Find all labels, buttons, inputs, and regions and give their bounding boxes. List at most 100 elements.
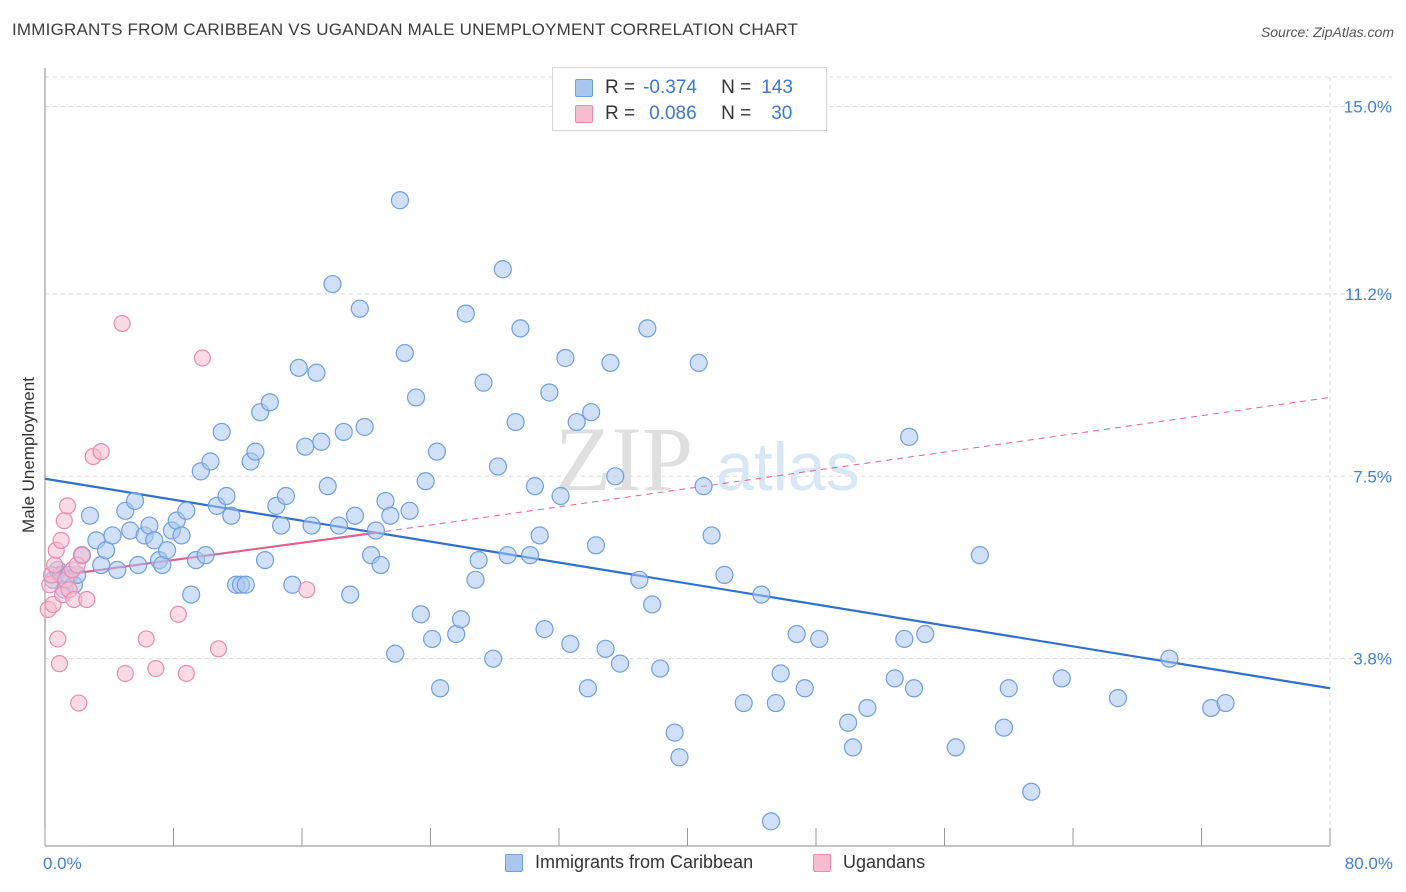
caribbean-point: [702, 526, 721, 545]
caribbean-point: [946, 738, 965, 757]
legend-n-label: N =: [721, 77, 752, 98]
caribbean-point: [665, 723, 684, 742]
legend-r-value: -0.374: [643, 77, 697, 98]
caribbean-point: [217, 486, 236, 506]
caribbean-point: [506, 412, 525, 432]
legend-row-caribbean: R = -0.374 N = 143: [575, 76, 793, 100]
caribbean-point: [400, 501, 419, 520]
bottom-legend-swatch-pink: [813, 853, 831, 872]
legend-r-value: 0.086: [649, 103, 697, 124]
caribbean-point: [795, 679, 814, 698]
caribbean-point: [900, 427, 919, 446]
caribbean-point: [694, 477, 713, 496]
caribbean-point: [341, 585, 360, 604]
ugandan-point: [70, 694, 88, 712]
caribbean-point: [236, 575, 255, 594]
ugandan-point: [193, 349, 212, 367]
watermark: ZIP atlas: [555, 408, 860, 510]
caribbean-point: [858, 698, 877, 718]
caribbean-point: [307, 363, 326, 382]
series-caribbean: [43, 191, 1235, 831]
ugandan-point: [92, 443, 110, 461]
bottom-legend-swatch-blue: [505, 853, 523, 872]
caribbean-point: [970, 546, 989, 565]
points-layer: [39, 191, 1235, 831]
caribbean-point: [630, 570, 649, 589]
caribbean-point: [839, 713, 858, 732]
caribbean-point: [561, 634, 580, 653]
caribbean-point: [469, 550, 488, 570]
caribbean-point: [916, 624, 935, 644]
caribbean-point: [296, 437, 315, 456]
caribbean-point: [586, 536, 606, 555]
caribbean-point: [260, 393, 279, 412]
caribbean-point: [212, 422, 231, 442]
caribbean-point: [488, 457, 508, 476]
caribbean-point: [145, 531, 164, 550]
caribbean-point: [323, 274, 342, 294]
caribbean-point: [395, 343, 414, 363]
caribbean-point: [355, 417, 374, 437]
bottom-legend-label-ugandans: Ugandans: [843, 852, 926, 872]
caribbean-point: [885, 669, 904, 688]
ugandan-point: [116, 664, 134, 683]
caribbean-point: [493, 260, 512, 279]
caribbean-point: [1108, 689, 1128, 708]
caribbean-point: [567, 412, 586, 432]
caribbean-point: [272, 516, 291, 535]
x-tick-label: 80.0%: [1345, 854, 1393, 873]
caribbean-point: [423, 629, 442, 649]
watermark-atlas: atlas: [716, 429, 860, 505]
caribbean-point: [80, 506, 100, 525]
bottom-legend-caribbean: Immigrants from Caribbean: [505, 852, 753, 873]
caribbean-point: [222, 506, 241, 525]
caribbean-point: [530, 526, 549, 545]
caribbean-point: [689, 353, 708, 373]
caribbean-point: [381, 506, 400, 525]
caribbean-point: [456, 304, 475, 323]
caribbean-point: [196, 546, 215, 565]
caribbean-point: [771, 664, 790, 683]
ugandan-point: [113, 314, 131, 333]
ugandan-point: [78, 590, 96, 609]
trend-line-caribbean: [44, 477, 1331, 690]
caribbean-point: [406, 388, 426, 407]
bottom-legend: Immigrants from Caribbean Ugandans: [0, 852, 1406, 878]
caribbean-point: [606, 467, 625, 486]
legend-n-label: N =: [721, 103, 752, 124]
ugandan-point: [147, 659, 165, 678]
caribbean-point: [761, 812, 781, 831]
caribbean-point: [596, 639, 615, 658]
legend: R = -0.374 N = 143 R = 0.086 N = 30: [552, 67, 827, 131]
y-tick-label: 7.5%: [1353, 467, 1392, 486]
caribbean-point: [715, 565, 734, 584]
caribbean-point: [390, 191, 410, 210]
caribbean-point: [350, 299, 369, 318]
caribbean-point: [734, 693, 753, 713]
caribbean-point: [810, 629, 829, 649]
caribbean-point: [177, 501, 196, 520]
ugandan-point: [73, 546, 91, 564]
caribbean-point: [895, 629, 914, 649]
caribbean-point: [318, 477, 337, 496]
ugandan-point: [169, 605, 187, 623]
caribbean-point: [386, 644, 405, 663]
series-ugandans: [39, 314, 316, 712]
caribbean-point: [1022, 782, 1041, 801]
caribbean-point: [1052, 669, 1071, 688]
caribbean-point: [466, 570, 485, 589]
axis-layer: 3.8% 7.5% 11.2% 15.0% 0.0% 80.0%: [43, 68, 1393, 873]
source-label: Source: ZipAtlas.com: [1260, 24, 1394, 40]
caribbean-point: [371, 555, 390, 575]
ugandan-point: [58, 497, 77, 515]
bottom-legend-ugandans: Ugandans: [813, 852, 925, 873]
ugandan-point: [137, 630, 155, 648]
y-tick-label: 15.0%: [1344, 98, 1392, 117]
legend-swatch-pink: [575, 105, 593, 123]
caribbean-point: [578, 679, 598, 698]
bottom-legend-label-caribbean: Immigrants from Caribbean: [535, 852, 754, 872]
caribbean-point: [638, 319, 657, 338]
caribbean-point: [1160, 649, 1179, 668]
caribbean-point: [670, 748, 689, 767]
